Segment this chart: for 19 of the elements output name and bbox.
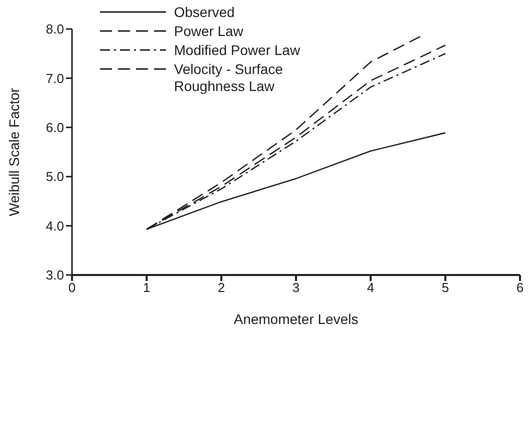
legend-label: Modified Power Law [174, 42, 300, 59]
y-tick-label: 3.0 [46, 268, 64, 283]
x-tick-label: 6 [516, 280, 524, 296]
x-tick-label: 2 [218, 280, 225, 296]
x-tick-label: 0 [68, 280, 76, 296]
y-tick-label: 8.0 [46, 22, 64, 37]
x-tick-label: 4 [367, 280, 374, 296]
legend-label: Power Law [174, 23, 244, 40]
x-tick-label: 1 [143, 280, 150, 296]
y-axis-title: Weibull Scale Factor [6, 88, 22, 216]
y-tick-label: 7.0 [46, 70, 64, 86]
y-tick-label: 6.0 [46, 120, 64, 136]
x-tick-label: 3 [292, 280, 300, 296]
y-tick-label: 5.0 [46, 169, 64, 184]
x-axis-title: Anemometer Levels [234, 311, 358, 327]
legend-label: Observed [174, 4, 235, 21]
legend-label: Velocity - Surface Roughness Law [174, 61, 284, 95]
x-tick-label: 5 [442, 280, 449, 296]
y-tick-label: 4.0 [46, 218, 64, 234]
